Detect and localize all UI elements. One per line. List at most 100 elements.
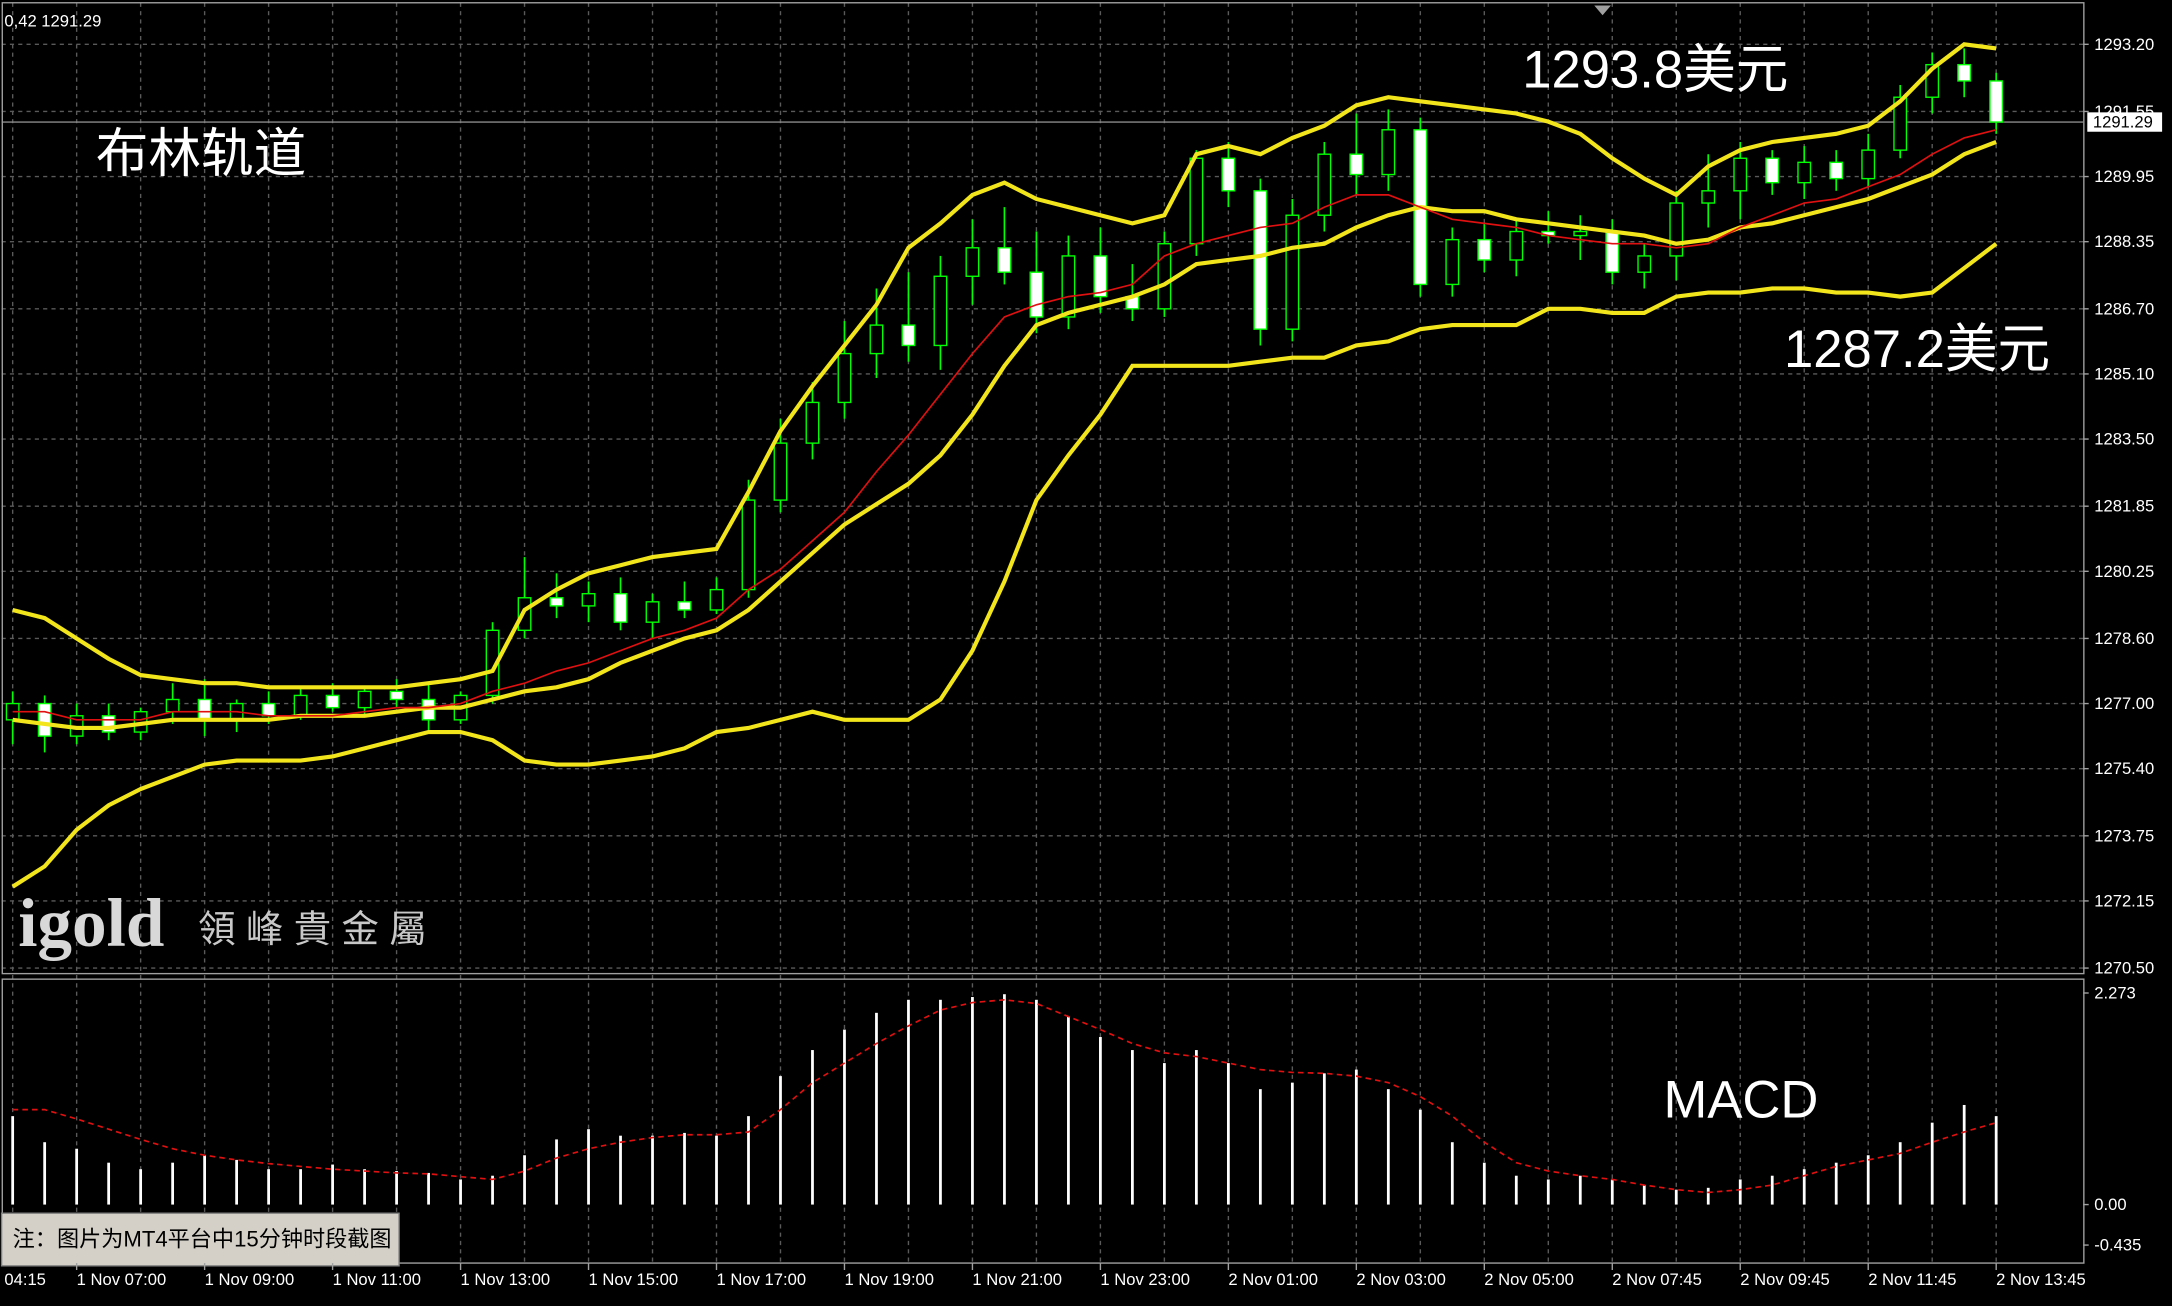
macd-bar	[203, 1155, 207, 1205]
current-price-label: 1291.29	[2093, 113, 2153, 132]
macd-bar	[1003, 994, 1006, 1205]
macd-bar	[1450, 1142, 1454, 1205]
price-panel-border	[1, 2, 2085, 975]
candle-body	[389, 690, 404, 701]
macd-bar	[43, 1142, 47, 1205]
x-tick-label: 2 Nov 09:45	[1740, 1270, 1830, 1289]
annotation: 1287.2美元	[1784, 320, 2050, 379]
macd-bar	[1258, 1089, 1262, 1205]
macd-bar	[523, 1155, 526, 1205]
candle-body	[165, 698, 180, 713]
candle-body	[1253, 190, 1268, 330]
candle-body	[1189, 157, 1204, 245]
macd-bar	[1770, 1175, 1774, 1205]
y-tick-label: 1270.50	[2094, 959, 2154, 978]
macd-bar	[907, 999, 910, 1205]
macd-bar	[587, 1129, 590, 1205]
candle-body	[1157, 243, 1172, 310]
y-tick-label: 1281.85	[2094, 497, 2154, 516]
y-tick-label: 2.273	[2094, 984, 2136, 1003]
x-tick-label: 2 Nov 05:00	[1484, 1270, 1574, 1289]
x-tick-label: 1 Nov 17:00	[716, 1270, 806, 1289]
macd-bar	[619, 1135, 622, 1205]
macd-bar	[1131, 1050, 1134, 1205]
price-title: 布林轨道	[96, 125, 306, 184]
candle-body	[933, 275, 948, 347]
x-tick-label: 1 Nov 23:00	[1100, 1270, 1190, 1289]
y-tick-label: -0.435	[2094, 1236, 2141, 1255]
macd-bar	[427, 1172, 430, 1205]
shift-marker	[1594, 5, 1611, 16]
macd-bar	[491, 1175, 494, 1205]
macd-bar	[1834, 1162, 1838, 1205]
macd-bar	[1290, 1082, 1294, 1205]
candle-body	[1093, 255, 1108, 298]
y-tick-label: 1277.00	[2094, 694, 2154, 713]
macd-bar	[1354, 1069, 1358, 1205]
y-tick-label: 1280.25	[2094, 562, 2154, 581]
macd-bar	[1514, 1175, 1518, 1205]
signal-line	[12, 998, 1997, 1194]
marks	[5, 42, 2004, 1205]
macd-bar	[1674, 1189, 1678, 1205]
x-tick-label: 1 Nov 21:00	[972, 1270, 1062, 1289]
candle-body	[197, 698, 212, 721]
macd-bar	[267, 1169, 270, 1205]
macd-bar	[1482, 1162, 1486, 1205]
y-tick-label: 1293.20	[2094, 35, 2154, 54]
candle-body	[1861, 149, 1876, 180]
candle-body	[773, 442, 788, 501]
y-tick-label: 0.00	[2094, 1195, 2126, 1214]
x-tick-label: 1 Nov 19:00	[844, 1270, 934, 1289]
macd-bar	[1962, 1104, 1966, 1205]
macd-bar	[299, 1169, 302, 1205]
bollinger-line	[11, 242, 1998, 889]
candle-body	[1829, 161, 1844, 180]
x-tick-label: 2 Nov 11:45	[1868, 1270, 1956, 1289]
bollinger-line	[12, 42, 1997, 690]
macd-bar	[811, 1050, 814, 1205]
candle-body	[37, 702, 52, 737]
macd-bar	[75, 1148, 79, 1205]
candle-body	[1797, 161, 1812, 184]
macd-bar	[1706, 1187, 1710, 1205]
macd-bar	[1610, 1179, 1614, 1205]
macd-bar	[459, 1179, 462, 1205]
candle-body	[1381, 129, 1396, 176]
candle-body	[357, 690, 372, 709]
macd-bar	[715, 1135, 718, 1205]
y-tick-label: 1286.70	[2094, 299, 2154, 318]
candle-body	[741, 499, 756, 591]
macd-bar	[1163, 1063, 1166, 1205]
moving-average-line	[12, 128, 1997, 721]
x-tick-label: 2 Nov 01:00	[1228, 1270, 1318, 1289]
candle-body	[1637, 255, 1652, 273]
macd-bar	[1194, 1050, 1198, 1205]
macd-bar	[1994, 1116, 1998, 1205]
x-tick-label: 1 Nov 11:00	[333, 1270, 421, 1289]
macd-bar	[1035, 999, 1038, 1205]
macd-bar	[779, 1076, 782, 1205]
macd-title: MACD	[1664, 1071, 1819, 1130]
candle-body	[1061, 255, 1076, 318]
candle-body	[837, 352, 852, 404]
macd-bar	[747, 1116, 750, 1205]
candle-body	[261, 702, 276, 717]
macd-bar	[683, 1132, 686, 1205]
y-tick-label: 1288.35	[2094, 232, 2154, 251]
header-info: 0,42 1291.29	[4, 11, 101, 30]
candle-body	[1573, 230, 1588, 237]
candle-body	[901, 324, 916, 347]
annotation: 1293.8美元	[1522, 40, 1788, 99]
macd-bar	[1930, 1122, 1934, 1205]
macd-bar	[1578, 1175, 1582, 1205]
candle-body	[997, 247, 1012, 273]
y-tick-label: 1272.15	[2094, 891, 2154, 910]
macd-bar	[939, 999, 942, 1205]
x-tick-label: 2 Nov 13:45	[1996, 1270, 2086, 1289]
candle-body	[1893, 96, 1908, 151]
macd-bar	[331, 1164, 334, 1205]
macd-bar	[1738, 1179, 1742, 1205]
candle-body	[1221, 157, 1236, 192]
